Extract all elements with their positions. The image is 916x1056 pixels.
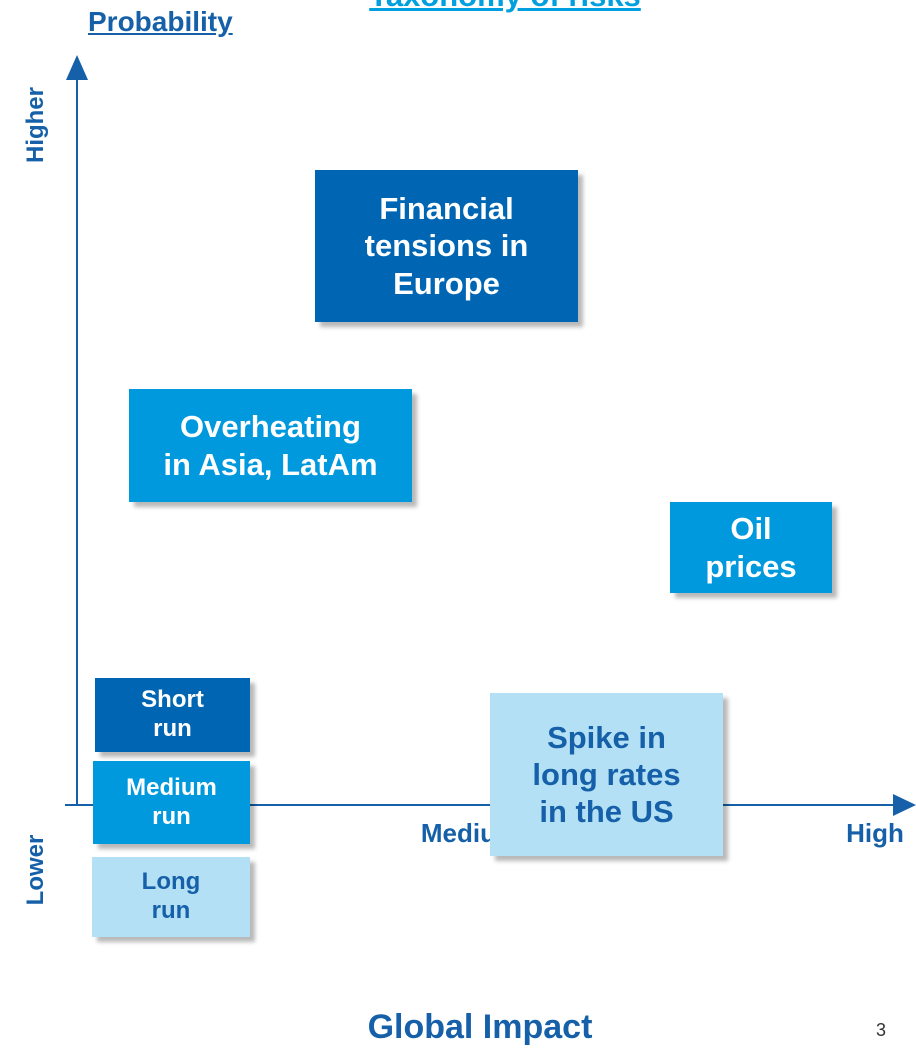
page-number: 3 xyxy=(876,1020,887,1040)
risk-box: Long run xyxy=(92,857,250,937)
box-text: Long xyxy=(141,868,201,896)
box-text: run xyxy=(152,802,191,830)
box-text: Medium xyxy=(126,773,217,801)
box-text: Short xyxy=(141,686,204,714)
box-text: Oil xyxy=(730,511,772,547)
x-arrow xyxy=(893,794,916,816)
box-text: Overheating xyxy=(180,409,361,445)
box-text: run xyxy=(153,715,192,742)
x-axis-label: Global Impact xyxy=(367,1008,593,1046)
box-text: tensions in xyxy=(364,228,529,264)
risk-box: Spike in long rates in the US xyxy=(490,693,723,856)
box-text: in the US xyxy=(539,794,674,830)
box-text: long rates xyxy=(532,756,681,792)
risk-box: Short run xyxy=(95,678,250,752)
risk-box: Medium run xyxy=(93,761,250,844)
box-text: Europe xyxy=(393,265,500,301)
box-text: prices xyxy=(705,548,797,584)
box-text: Financial xyxy=(379,191,514,227)
y-arrow xyxy=(66,55,88,80)
y-high: Higher xyxy=(22,86,49,164)
risk-box: Financial tensions in Europe xyxy=(315,170,578,322)
y-axis-label: Probability xyxy=(88,6,233,37)
y-low: Lower xyxy=(22,834,49,906)
box-text: in Asia, LatAm xyxy=(163,446,378,482)
box-text: Spike in xyxy=(547,719,666,755)
x-tick: High xyxy=(846,818,904,848)
risk-box: Overheating in Asia, LatAm xyxy=(129,389,412,502)
risk-box: Oil prices xyxy=(670,502,832,593)
title: Taxonomy of risks xyxy=(300,0,710,14)
box-text: run xyxy=(151,897,191,924)
